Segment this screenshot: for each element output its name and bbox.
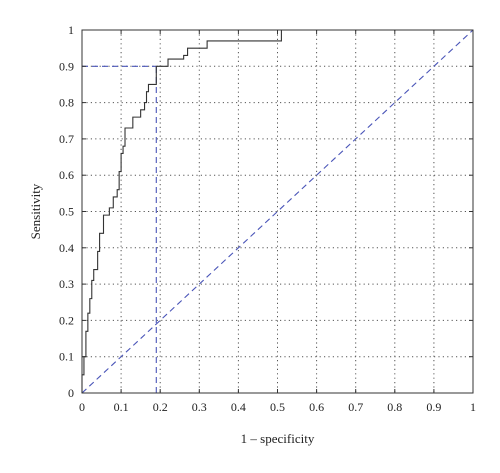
x-tick-label: 0.5 (270, 400, 285, 414)
x-tick-label: 0.8 (387, 400, 402, 414)
y-tick-label: 0.2 (59, 313, 74, 327)
x-tick-label: 1 (470, 400, 476, 414)
y-tick-label: 0.7 (59, 132, 74, 146)
x-tick-label: 0.3 (192, 400, 207, 414)
x-tick-label: 0.1 (114, 400, 129, 414)
x-tick-label: 0.4 (231, 400, 246, 414)
series (81, 29, 474, 394)
y-tick-label: 0.4 (59, 241, 74, 255)
y-tick-label: 0.9 (59, 59, 74, 73)
x-tick-label: 0.7 (348, 400, 363, 414)
reference-diagonal (81, 29, 474, 394)
roc-curve (81, 29, 473, 393)
x-tick-label: 0 (79, 400, 85, 414)
y-tick-label: 1 (68, 23, 74, 37)
y-tick-label: 0.6 (59, 168, 74, 182)
x-tick-label: 0.2 (153, 400, 168, 414)
y-tick-label: 0 (68, 386, 74, 400)
x-tick-label: 0.6 (309, 400, 324, 414)
y-tick-label: 0.8 (59, 96, 74, 110)
x-axis-label: 1 – specificity (241, 431, 315, 446)
y-tick-labels: 0 0.1 0.2 0.3 0.4 0.5 0.6 0.7 0.8 0.9 1 (59, 23, 473, 400)
y-axis-label: Sensitivity (28, 183, 43, 239)
annotations (82, 65, 157, 393)
x-tick-labels: 0 0.1 0.2 0.3 0.4 0.5 0.6 0.7 0.8 0.9 1 (79, 30, 476, 414)
grid (82, 30, 473, 393)
y-tick-label: 0.3 (59, 277, 74, 291)
y-tick-label: 0.1 (59, 350, 74, 364)
x-tick-label: 0.9 (426, 400, 441, 414)
y-tick-label: 0.5 (59, 205, 74, 219)
